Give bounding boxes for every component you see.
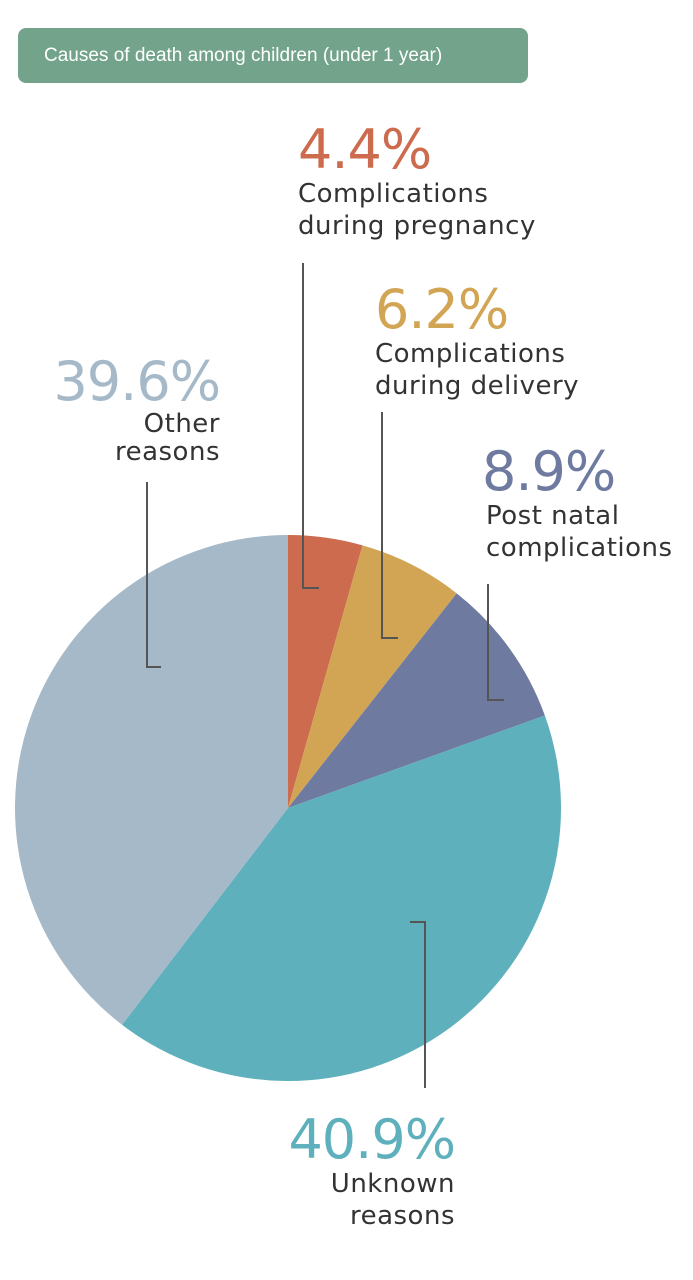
leader-line-delivery [381, 412, 398, 639]
slice-label-delivery: 6.2% Complications during delivery [375, 282, 579, 402]
slice-name-other-line1: Other [143, 409, 220, 439]
leader-line-post-natal [487, 584, 504, 701]
pie-slice-post-natal [288, 593, 545, 808]
slice-label-unknown: 40.9% Unknown reasons [240, 1108, 456, 1232]
pie-slice-unknown [122, 715, 562, 1081]
pie-slice-other [15, 535, 288, 1025]
slice-name-post-natal-line2: complications [486, 533, 673, 563]
slice-name-pregnancy-line2: during pregnancy [298, 211, 536, 241]
slice-label-pregnancy: 4.4% Complications during pregnancy [298, 122, 536, 242]
slice-name-delivery-line2: during delivery [375, 371, 580, 401]
slice-name-unknown-line1: Unknown [330, 1169, 455, 1199]
slice-name-post-natal-line1: Post natal [486, 501, 620, 531]
slice-value-other: 39.6% [53, 350, 221, 413]
slice-value-unknown: 40.9% [288, 1108, 456, 1171]
slice-name-other-line2: reasons [114, 437, 220, 467]
slice-label-other: 39.6% Other reasons [20, 350, 221, 467]
leader-line-pregnancy [302, 263, 319, 589]
slice-value-pregnancy: 4.4% [298, 118, 432, 181]
leader-line-unknown [410, 921, 426, 1088]
pie-slice-delivery [288, 545, 457, 808]
pie-slice-pregnancy [288, 535, 363, 808]
slice-name-unknown-line2: reasons [349, 1201, 455, 1231]
slice-value-delivery: 6.2% [375, 278, 509, 341]
slice-label-post-natal: 8.9% Post natal complications [482, 444, 673, 564]
leader-line-other [146, 482, 161, 668]
chart-title: Causes of death among children (under 1 … [18, 28, 528, 83]
slice-name-delivery-line1: Complications [375, 339, 566, 369]
slice-name-pregnancy-line1: Complications [298, 179, 489, 209]
slice-value-post-natal: 8.9% [482, 440, 616, 503]
